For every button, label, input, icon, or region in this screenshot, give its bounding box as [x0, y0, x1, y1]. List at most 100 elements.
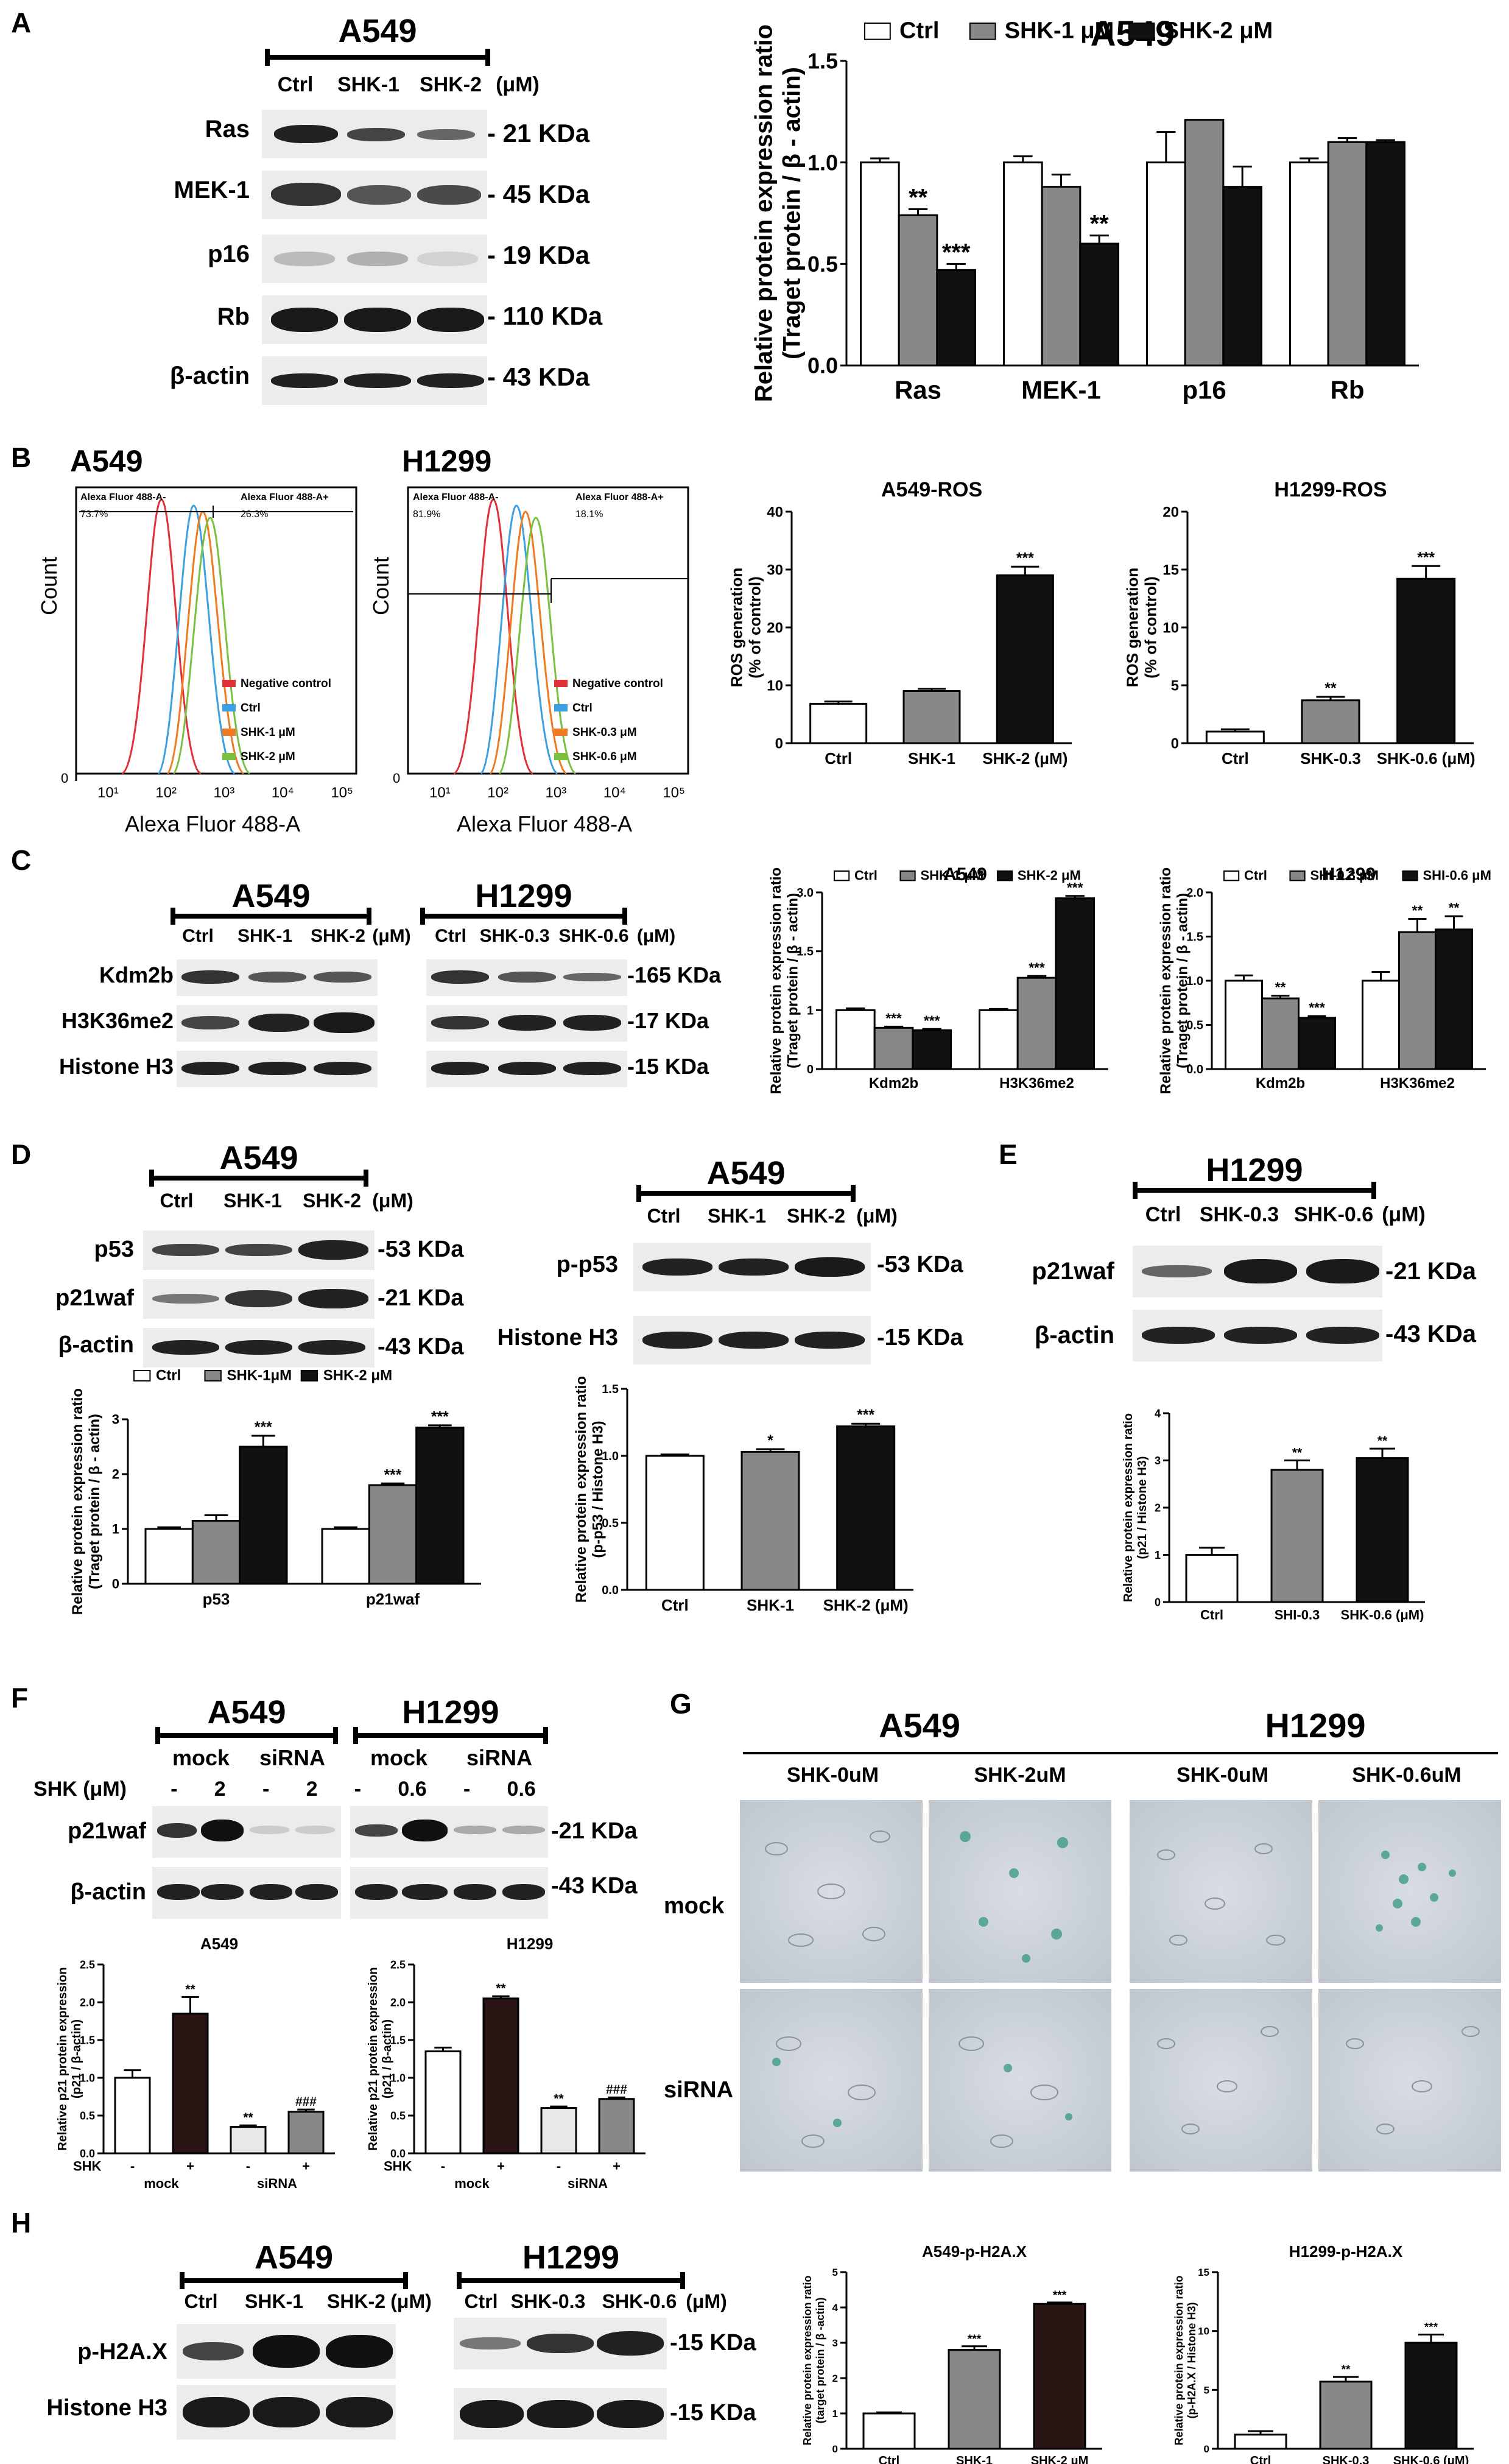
- x-tick-label: Ctrl: [1250, 2454, 1271, 2464]
- significance-mark: ***: [857, 1407, 874, 1424]
- y-tick-label: 1.5: [602, 1383, 619, 1396]
- row-label: siRNA: [664, 2077, 734, 2103]
- lane-label: SHK-2: [302, 1190, 361, 1212]
- x-tick-label: H3K36me2: [999, 1075, 1074, 1092]
- kda-label: - 45 KDa: [487, 180, 590, 208]
- x-tick-label: +: [613, 2159, 621, 2174]
- x-tick-label: SHK-1: [747, 1596, 794, 1614]
- bar: [1225, 980, 1263, 1070]
- y-axis-label: ROS generation(% of control): [727, 568, 764, 687]
- blot-strip: [177, 959, 378, 996]
- group-label: mock: [454, 2176, 490, 2190]
- row-label: β-actin: [1034, 1322, 1114, 1349]
- row-label: H3K36me2: [61, 1008, 174, 1033]
- significance-mark: ***: [1016, 550, 1034, 567]
- y-axis-label: Relative protein expression ratio(p-p53 …: [573, 1376, 607, 1603]
- significance-mark: ###: [606, 2083, 627, 2097]
- bar: [1079, 242, 1119, 367]
- lane-label: (μM): [686, 2290, 727, 2312]
- significance-mark: ***: [1309, 1000, 1325, 1015]
- x-tick-label: SHK-0.6 (μM): [1377, 749, 1476, 768]
- bar: [540, 2107, 577, 2155]
- y-axis-label: Relative protein expression ratio(Traget…: [69, 1388, 103, 1615]
- lane-label: (μM): [1382, 1203, 1426, 1226]
- kda-label: - 110 KDa: [487, 302, 603, 330]
- legend-swatch: [1402, 870, 1418, 881]
- panel-label-h: H: [11, 2207, 32, 2239]
- lane-label: SHK-0.3: [1199, 1203, 1279, 1226]
- column-label: SHK-0.6uM: [1352, 1763, 1462, 1787]
- blot-title: A549: [706, 1155, 786, 1191]
- lane-label: SHK-1: [707, 1205, 766, 1227]
- y-tick-label: 0: [807, 1063, 814, 1076]
- flow-xlabel: Alexa Fluor 488-A: [457, 811, 633, 836]
- legend-label: SHK-2 μM: [323, 1368, 392, 1384]
- x-tick-label: Ras: [895, 376, 941, 404]
- significance-mark: **: [185, 1982, 195, 1996]
- chart-title: H1299: [507, 1935, 554, 1953]
- blot-strip: [177, 2385, 396, 2440]
- significance-mark: ***: [942, 239, 971, 266]
- y-tick-label: 0.0: [80, 2147, 95, 2159]
- y-tick-label: 20: [767, 620, 783, 636]
- chart-b-a549-ros: A549-ROS 0 10 20 30 40 ROS generation(% of con…: [727, 478, 1072, 768]
- lane-bracket: [1133, 1182, 1376, 1199]
- y-tick-label: 0.5: [602, 1517, 619, 1530]
- gate-percent: 73.7%: [80, 509, 108, 520]
- bar: [1398, 931, 1437, 1070]
- legend-swatch: [1289, 870, 1306, 881]
- bar: [1435, 928, 1473, 1070]
- group-label: siRNA: [257, 2176, 297, 2190]
- significance-mark: ***: [1029, 959, 1045, 975]
- legend-label: SHK-2 μM: [1018, 867, 1081, 883]
- y-tick-label: 0.0: [807, 353, 838, 378]
- bar: [1261, 997, 1300, 1070]
- y-tick-label: 3: [832, 2337, 838, 2349]
- significance-mark: **: [243, 2111, 253, 2125]
- y-tick-label: 10: [1198, 2326, 1209, 2337]
- panel-label-e: E: [999, 1138, 1018, 1170]
- x-tick-label: +: [186, 2159, 194, 2174]
- group-label: siRNA: [259, 1745, 326, 1770]
- y-axis-label: Relative protein expression ratio(Traget…: [1158, 867, 1191, 1094]
- bar: [1396, 577, 1456, 744]
- bar: [287, 2111, 325, 2155]
- y-tick-label: 0.5: [807, 252, 838, 277]
- kda-label: -21 KDa: [1385, 1258, 1476, 1285]
- y-tick-label: 2.5: [80, 1958, 95, 1971]
- lane-label: SHK-0.6: [1293, 1203, 1374, 1226]
- bar: [1146, 161, 1186, 367]
- kda-label: - 43 KDa: [487, 362, 590, 391]
- significance-mark: *: [767, 1433, 773, 1449]
- lane-label: SHK-0.3: [479, 926, 550, 946]
- row-label: p16: [208, 241, 250, 267]
- lane-bracket: [149, 1170, 368, 1187]
- blot-title: A549: [338, 13, 417, 49]
- kda-label: -15 KDa: [877, 1325, 963, 1350]
- y-tick-label: 1.5: [390, 2034, 406, 2046]
- y-tick-label: 1.5: [1186, 931, 1203, 944]
- lane-label: (μM): [372, 926, 411, 946]
- y-tick-label: 1: [1155, 1549, 1161, 1561]
- chart-b-h1299-ros: H1299-ROS 0 5 10 15 20 ROS generation(% of con…: [1123, 478, 1476, 768]
- y-tick-label: 5: [832, 2267, 838, 2278]
- bar: [645, 1455, 705, 1591]
- bar: [144, 1528, 194, 1585]
- y-tick-label: 2.0: [1186, 886, 1203, 900]
- lane-bracket: [457, 2272, 685, 2289]
- x-tick-label: SHK-2 (μM): [823, 1596, 909, 1614]
- y-tick-label: 0.0: [602, 1584, 619, 1597]
- x-tick-label: +: [497, 2159, 505, 2174]
- legend-swatch: [133, 1370, 151, 1382]
- row-label: p53: [94, 1237, 134, 1262]
- y-axis-label: Relative p21 protein expression(p21 / β-…: [367, 1967, 394, 2150]
- row-label: β-actin: [70, 1879, 146, 1905]
- lane-bracket: [171, 908, 371, 925]
- group-label: siRNA: [466, 1745, 533, 1770]
- micrograph-grid: [740, 1800, 1501, 2172]
- y-tick-label: 0.5: [390, 2109, 406, 2122]
- dose-row: -2-2-0.6-0.6: [171, 1777, 536, 1801]
